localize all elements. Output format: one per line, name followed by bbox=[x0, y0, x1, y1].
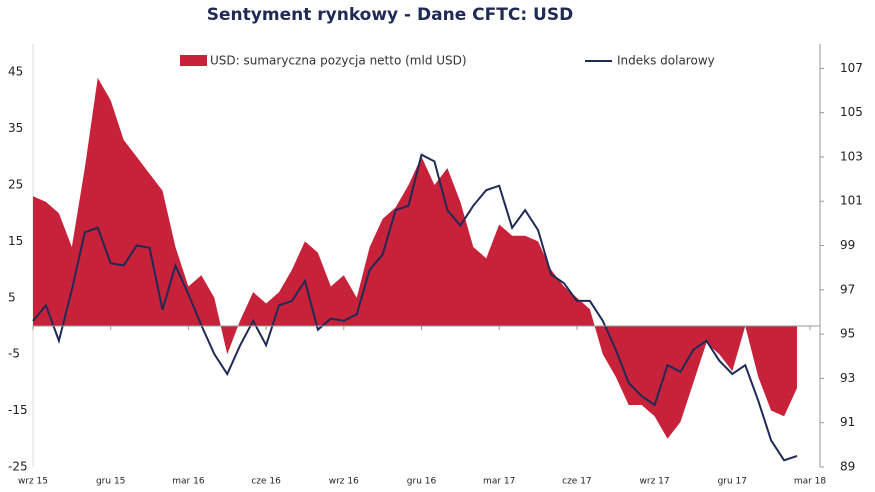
x-tick-label: wrz 15 bbox=[18, 477, 48, 487]
x-tick-label: cze 17 bbox=[562, 477, 592, 487]
y2-tick-label: 89 bbox=[840, 460, 855, 474]
y-tick-label: -15 bbox=[8, 403, 28, 417]
y2-tick-label: 97 bbox=[840, 282, 855, 296]
line bbox=[32, 153, 798, 462]
y2-tick-label: 103 bbox=[840, 149, 863, 163]
legend-swatch bbox=[180, 55, 207, 66]
x-tick-label: mar 17 bbox=[483, 477, 515, 487]
y-tick-label: 45 bbox=[8, 65, 23, 79]
y2-tick-label: 95 bbox=[840, 327, 855, 341]
area bbox=[33, 77, 798, 439]
y2-tick-label: 93 bbox=[840, 371, 855, 385]
x-tick-label: mar 18 bbox=[794, 477, 827, 487]
x-tick-label: gru 15 bbox=[96, 477, 125, 487]
y-tick-label: -25 bbox=[8, 460, 28, 474]
y-tick-label: 35 bbox=[8, 121, 23, 135]
y-tick-label: 5 bbox=[8, 290, 16, 304]
x-tick-label: wrz 17 bbox=[640, 477, 670, 487]
y2-tick-label: 99 bbox=[840, 238, 855, 252]
x-tick-label: mar 16 bbox=[172, 477, 205, 487]
y-tick-label: -5 bbox=[8, 347, 20, 361]
chart-title: Sentyment rynkowy - Dane CFTC: USD bbox=[207, 5, 573, 25]
x-tick-label: cze 16 bbox=[251, 477, 281, 487]
y-tick-label: 25 bbox=[8, 178, 23, 192]
y2-tick-label: 101 bbox=[840, 194, 863, 208]
y2-tick-label: 91 bbox=[840, 415, 855, 429]
x-tick-label: gru 17 bbox=[718, 477, 747, 487]
x-tick-label: gru 16 bbox=[407, 477, 437, 487]
legend-label: Indeks dolarowy bbox=[617, 54, 715, 68]
x-tick-label: wrz 16 bbox=[329, 477, 359, 487]
y2-tick-label: 107 bbox=[840, 61, 863, 75]
y-tick-label: 15 bbox=[8, 234, 23, 248]
y2-tick-label: 105 bbox=[840, 105, 863, 119]
legend-label: USD: sumaryczna pozycja netto (mld USD) bbox=[210, 54, 467, 68]
